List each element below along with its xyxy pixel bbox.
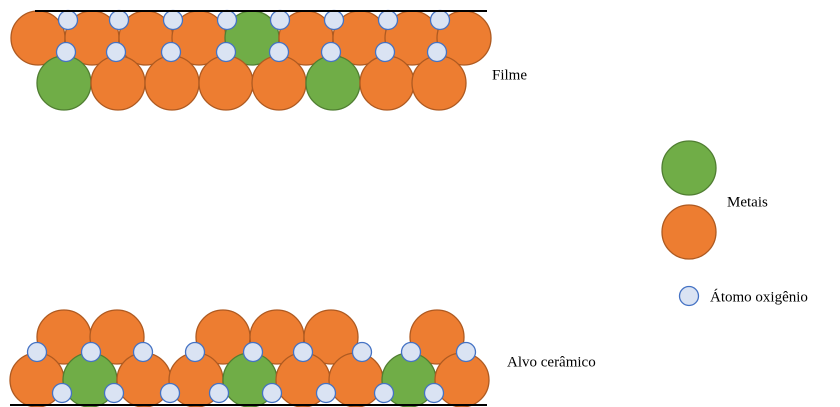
metal-atom [199,56,253,110]
metal-atom [662,205,716,259]
oxygen-atom [110,11,129,30]
metal-atom [306,56,360,110]
oxygen-atom [325,11,344,30]
diagram: Filme Metais Átomo oxigênio Alvo cerâmic… [0,0,840,407]
film-label: Filme [492,67,527,83]
oxygen-atom [134,343,153,362]
oxygen-atom [162,43,181,62]
oxygen-atom [294,343,313,362]
oxygen-atom [82,343,101,362]
metal-atom [145,56,199,110]
oxygen-atom [263,384,282,403]
atoms [10,11,716,407]
oxygen-atom [680,287,699,306]
metal-atom [412,56,466,110]
oxygen-atom [375,384,394,403]
oxygen-atom [164,11,183,30]
oxygen-atom [105,384,124,403]
oxygen-atom [271,11,290,30]
metal-atom [37,56,91,110]
oxygen-atom [210,384,229,403]
metal-atom [329,353,383,407]
target-label: Alvo cerâmico [507,354,596,370]
oxygen-atom [186,343,205,362]
oxygen-atom [244,343,263,362]
oxygen-atom [161,384,180,403]
oxygen-atom [402,343,421,362]
oxygen-atom [317,384,336,403]
oxygen-atom [28,343,47,362]
oxygen-atom [379,11,398,30]
oxygen-atom [218,11,237,30]
metals-label: Metais [727,194,768,210]
metal-atom [91,56,145,110]
oxygen-atom [431,11,450,30]
oxygen-atom [59,11,78,30]
oxygen-label: Átomo oxigênio [710,288,808,305]
oxygen-atom [376,43,395,62]
oxygen-atom [270,43,289,62]
oxygen-atom [217,43,236,62]
metal-atom [360,56,414,110]
oxygen-atom [353,343,372,362]
oxygen-atom [53,384,72,403]
oxygen-atom [107,43,126,62]
oxygen-atom [57,43,76,62]
oxygen-atom [428,43,447,62]
oxygen-atom [457,343,476,362]
oxygen-atom [322,43,341,62]
oxygen-atom [425,384,444,403]
metal-atom [252,56,306,110]
metal-atom [662,141,716,195]
